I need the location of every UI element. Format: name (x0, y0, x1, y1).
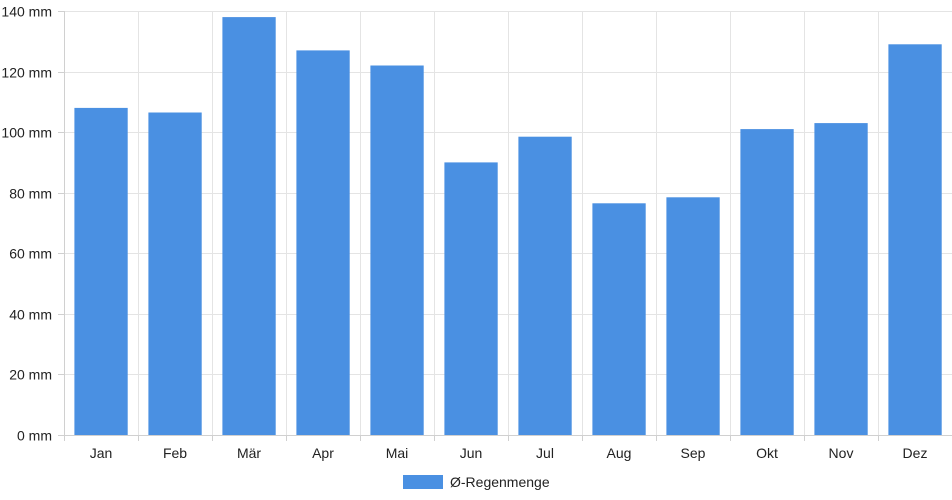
x-tick-label: Mär (237, 445, 261, 461)
bar-okt[interactable] (740, 129, 794, 435)
bar-jun[interactable] (444, 162, 498, 435)
y-tick-label: 60 mm (9, 246, 52, 262)
y-tick-label: 140 mm (1, 4, 52, 20)
x-tick-label: Aug (607, 445, 632, 461)
y-tick-label: 40 mm (9, 307, 52, 323)
legend-swatch[interactable] (403, 475, 443, 489)
x-tick-label: Sep (681, 445, 706, 461)
bar-mai[interactable] (370, 65, 424, 436)
x-tick-label: Dez (903, 445, 928, 461)
bar-nov[interactable] (814, 123, 868, 435)
x-axis-labels: Jan Feb Mär Apr Mai Jun Jul Aug Sep Okt Nov Dez (90, 445, 928, 461)
x-tick-label: Jun (460, 445, 483, 461)
y-tick-label: 0 mm (17, 428, 52, 444)
bar-aug[interactable] (592, 203, 646, 435)
legend-label[interactable]: Ø-Regenmenge (450, 474, 550, 490)
x-tick-label: Nov (829, 445, 854, 461)
y-tick-label: 100 mm (1, 125, 52, 141)
bar-mär[interactable] (222, 17, 276, 435)
x-tick-label: Mai (386, 445, 409, 461)
x-tick-label: Jan (90, 445, 113, 461)
y-tick-label: 20 mm (9, 367, 52, 383)
chart-grid (64, 11, 952, 435)
y-tick-label: 120 mm (1, 65, 52, 81)
x-tick-label: Okt (756, 445, 778, 461)
y-axis-labels: 0 mm 20 mm 40 mm 60 mm 80 mm 100 mm 120 mm 140 … (1, 4, 52, 444)
x-tick-label: Feb (163, 445, 187, 461)
bar-feb[interactable] (148, 112, 202, 436)
bar-jan[interactable] (74, 107, 128, 436)
chart-bars (74, 17, 942, 436)
chart-legend[interactable]: Ø-Regenmenge (403, 474, 550, 490)
bar-apr[interactable] (296, 50, 350, 436)
x-tick-label: Apr (312, 445, 334, 461)
bar-sep[interactable] (666, 197, 720, 435)
bar-jul[interactable] (518, 136, 572, 435)
y-tick-label: 80 mm (9, 186, 52, 202)
chart-axes (58, 11, 952, 441)
bar-dez[interactable] (888, 44, 942, 436)
x-tick-label: Jul (536, 445, 554, 461)
